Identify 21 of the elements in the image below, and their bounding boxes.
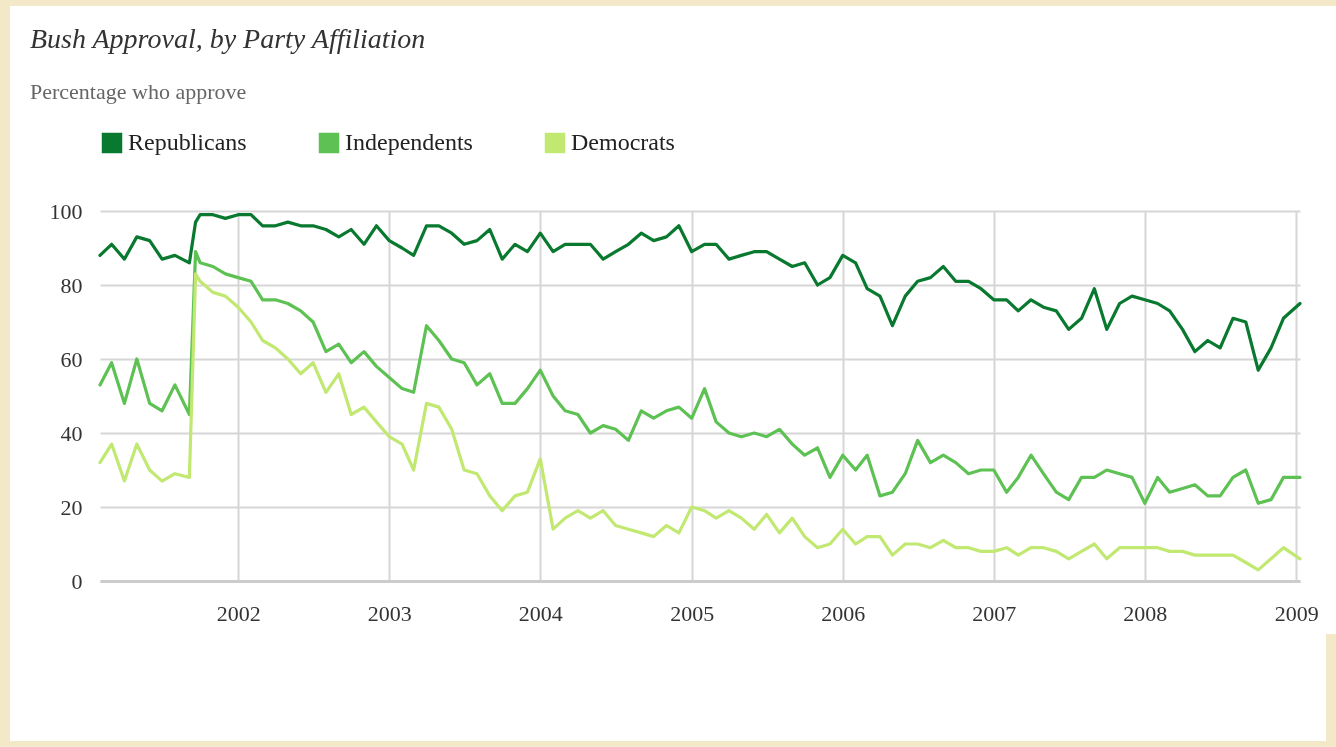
x-tick-label: 2003 [367, 600, 412, 626]
x-tick-label: 2005 [670, 600, 715, 626]
legend-label: Independents [345, 129, 473, 155]
y-tick-label: 0 [71, 568, 83, 594]
x-tick-label: 2009 [1274, 600, 1319, 626]
x-tick-label: 2006 [821, 600, 866, 626]
x-tick-label: 2002 [216, 600, 261, 626]
chart-title: Bush Approval, by Party Affiliation [30, 23, 426, 54]
legend-label: Republicans [128, 129, 247, 155]
y-tick-label: 80 [60, 272, 83, 298]
legend-label: Democrats [571, 129, 675, 155]
x-tick-label: 2008 [1123, 600, 1168, 626]
y-tick-label: 100 [49, 198, 83, 224]
line-series [98, 272, 1302, 572]
chart-subtitle: Percentage who approve [30, 79, 247, 104]
line-series [98, 250, 1302, 505]
y-tick-label: 60 [60, 346, 83, 372]
x-tick-label: 2007 [972, 600, 1017, 626]
y-tick-label: 40 [60, 420, 83, 446]
y-tick-label: 20 [60, 494, 83, 520]
x-tick-label: 2004 [518, 600, 563, 626]
